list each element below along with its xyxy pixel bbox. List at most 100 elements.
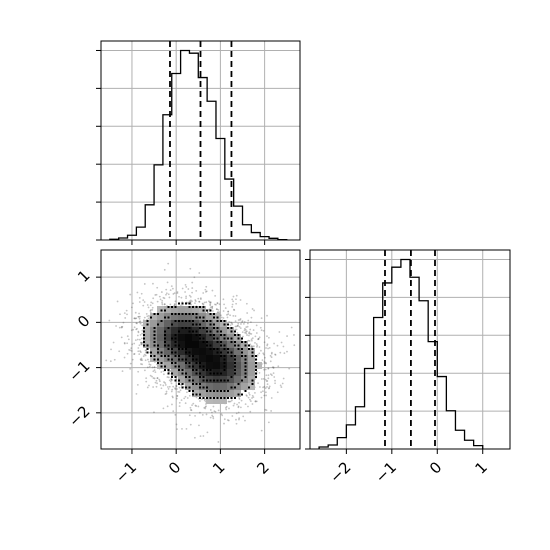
density-cell xyxy=(213,362,220,369)
sample-point xyxy=(155,293,158,296)
contour-dot xyxy=(227,337,229,340)
sample-point xyxy=(148,384,150,387)
contour-dot xyxy=(199,376,201,378)
contour-dot xyxy=(181,358,184,361)
density-cell xyxy=(220,369,227,376)
contour-dot xyxy=(227,327,229,329)
sample-point xyxy=(134,339,137,342)
sample-point xyxy=(264,368,267,371)
sample-point xyxy=(209,416,212,419)
contour-dot xyxy=(178,313,180,315)
sample-point xyxy=(138,301,141,303)
sample-point xyxy=(153,377,156,380)
sample-point xyxy=(293,334,295,336)
sample-point xyxy=(246,330,248,333)
sample-point xyxy=(134,317,137,320)
sample-point xyxy=(191,300,193,303)
sample-point xyxy=(255,374,258,377)
sample-point xyxy=(191,281,194,284)
sample-point xyxy=(205,290,207,293)
sample-point xyxy=(235,294,238,297)
contour-dot xyxy=(164,316,166,319)
contour-dot xyxy=(192,330,194,333)
sample-point xyxy=(208,300,210,303)
contour-dot xyxy=(223,348,226,350)
sample-point xyxy=(272,372,275,375)
contour-dot xyxy=(213,313,215,315)
contour-dot xyxy=(237,337,240,340)
density-cell xyxy=(178,320,185,327)
contour-dot xyxy=(223,355,226,357)
sample-point xyxy=(126,335,129,338)
sample-point xyxy=(255,400,258,403)
sample-point xyxy=(247,405,249,408)
contour-dot xyxy=(237,383,240,385)
sample-point xyxy=(137,370,140,373)
sample-point xyxy=(143,316,146,319)
sample-point xyxy=(227,419,230,422)
contour-dot xyxy=(171,337,173,340)
sample-point xyxy=(266,386,268,388)
density-cell xyxy=(185,334,192,341)
contour-dot xyxy=(202,341,205,343)
sample-point xyxy=(188,294,191,297)
sample-point xyxy=(244,419,246,422)
sample-point xyxy=(222,298,225,301)
sample-point xyxy=(267,377,270,380)
sample-point xyxy=(168,296,171,299)
sample-point xyxy=(231,415,234,417)
sample-point xyxy=(235,412,238,415)
sample-point xyxy=(263,385,266,388)
contour-dot xyxy=(164,355,166,357)
contour-dot xyxy=(181,372,184,375)
density-cell xyxy=(192,376,199,383)
sample-point xyxy=(188,414,191,417)
contour-dot xyxy=(244,365,247,368)
sample-point xyxy=(180,304,182,307)
sample-point xyxy=(151,375,153,378)
contour-dot xyxy=(188,320,191,322)
sample-point xyxy=(266,343,269,346)
sample-point xyxy=(151,302,154,305)
contour-dot xyxy=(223,344,226,347)
sample-point xyxy=(175,423,178,426)
contour-dot xyxy=(255,365,257,368)
contour-dot xyxy=(167,372,170,375)
density-cell xyxy=(185,320,192,327)
sample-point xyxy=(131,358,134,361)
sample-point xyxy=(153,369,156,372)
contour-dot xyxy=(230,397,233,399)
density-cell xyxy=(199,355,206,362)
sample-point xyxy=(234,328,237,331)
sample-point xyxy=(162,296,165,299)
density-cell xyxy=(185,369,192,376)
sample-point xyxy=(241,321,243,324)
sample-point xyxy=(199,297,202,300)
sample-point xyxy=(293,344,296,347)
sample-point xyxy=(130,347,133,350)
sample-point xyxy=(98,424,100,426)
density-cell xyxy=(178,313,185,320)
sample-point xyxy=(239,406,242,409)
contour-dot xyxy=(192,320,194,322)
sample-point xyxy=(282,345,285,348)
sample-point xyxy=(237,319,240,321)
sample-point xyxy=(174,413,177,416)
contour-dot xyxy=(157,344,159,347)
sample-point xyxy=(214,410,217,413)
contour-dot xyxy=(146,320,149,322)
sample-point xyxy=(162,373,165,376)
contour-dot xyxy=(234,358,236,361)
contour-dot xyxy=(230,337,233,340)
sample-point xyxy=(224,307,227,309)
contour-dot xyxy=(216,316,219,319)
sample-point xyxy=(243,327,246,330)
contour-dot xyxy=(230,376,233,378)
contour-dot xyxy=(202,316,205,319)
sample-point xyxy=(266,380,269,382)
sample-point xyxy=(252,396,255,399)
sample-point xyxy=(133,317,136,320)
sample-point xyxy=(256,344,259,347)
sample-point xyxy=(241,320,244,322)
sample-point xyxy=(248,334,250,337)
